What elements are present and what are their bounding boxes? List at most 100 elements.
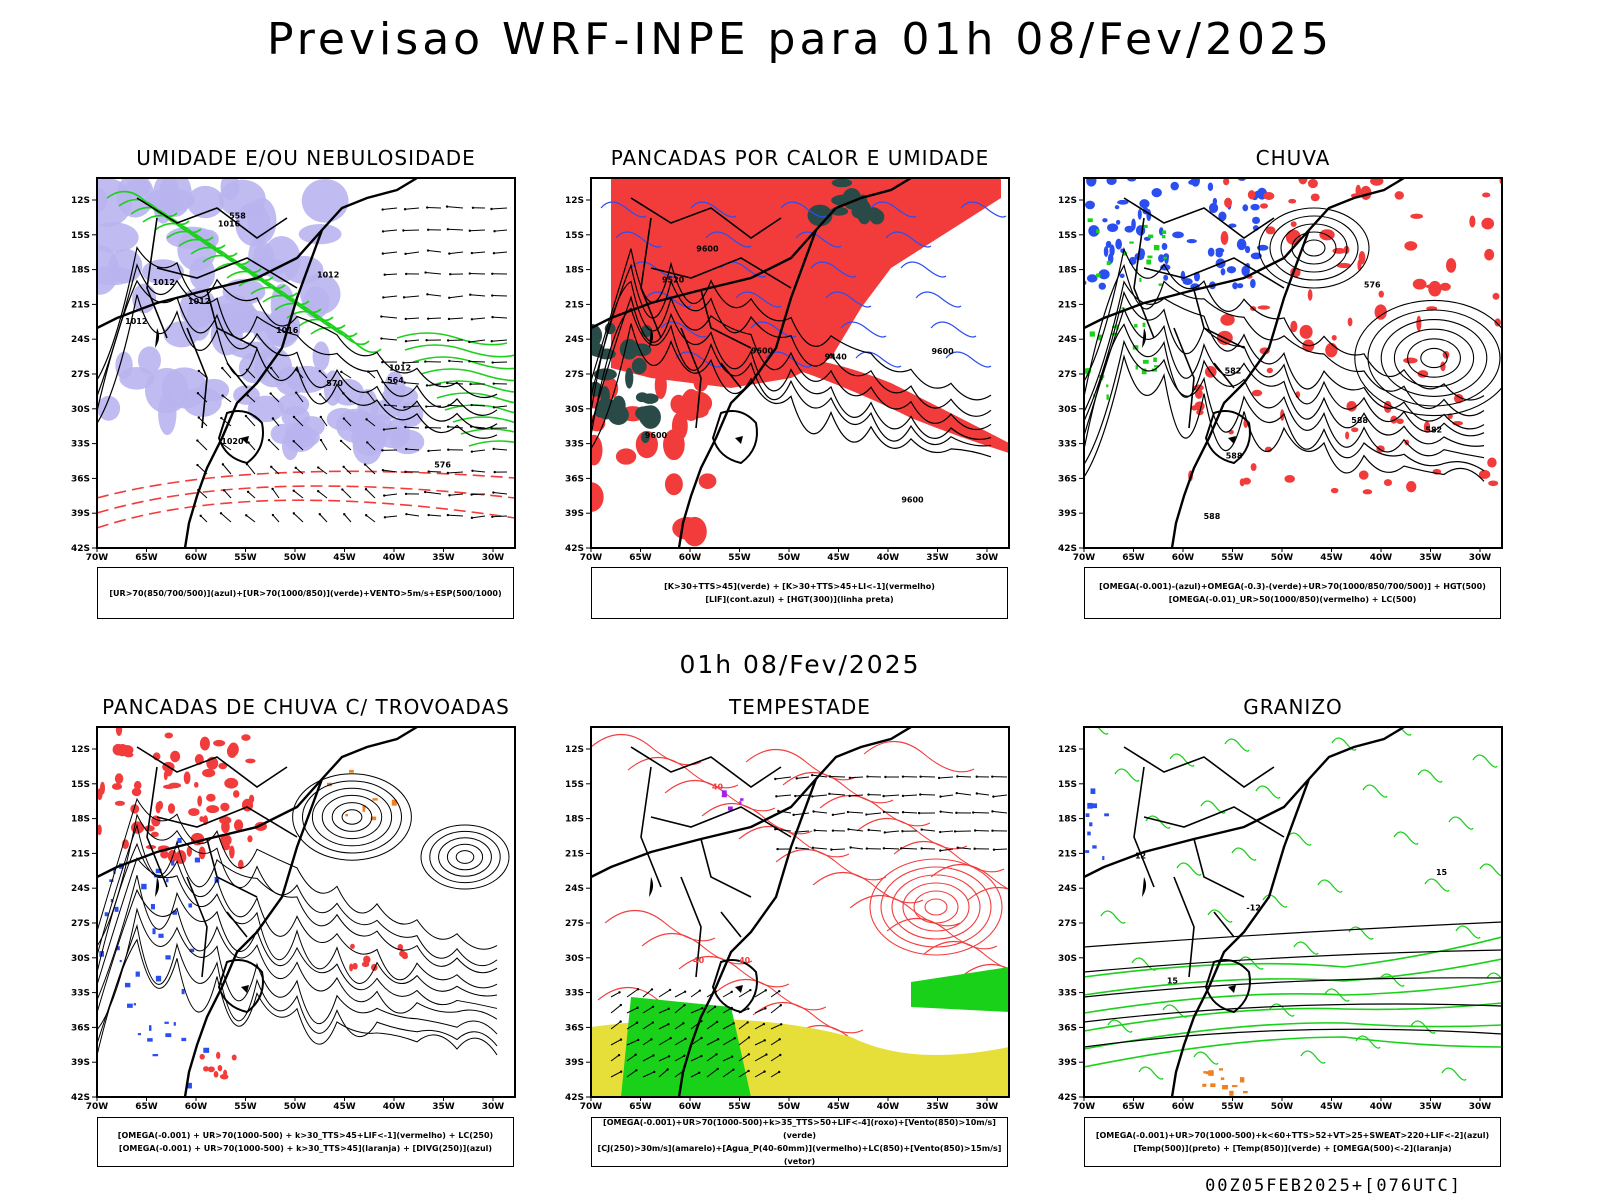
thunderstorm-area-red <box>97 824 102 836</box>
omega-area-green <box>1116 324 1119 330</box>
wind-vector <box>365 418 368 421</box>
wind-vector <box>223 489 232 499</box>
lifted-index-contour <box>885 231 932 248</box>
lon-label: 40W <box>1370 553 1393 563</box>
precipitable-water-contour <box>812 872 924 904</box>
hail-area-blue <box>1090 788 1096 794</box>
lon-label: 45W <box>1320 553 1343 563</box>
wind-vector <box>271 487 274 491</box>
wind-vector <box>653 1070 656 1074</box>
rain-area-red <box>1325 342 1338 358</box>
lon-label: 55W <box>1221 553 1244 563</box>
hail-area-blue <box>1087 831 1091 836</box>
lifted-index-contour <box>615 231 662 248</box>
wind-vector <box>222 489 226 492</box>
wind-vector <box>730 1055 734 1058</box>
divergence-area-blue <box>155 975 162 982</box>
temp850-contour <box>1084 936 1502 978</box>
wind-vector <box>626 1069 637 1078</box>
wind-vector <box>448 359 451 363</box>
lon-label: 60W <box>1172 553 1195 563</box>
thunderstorm-area-red <box>131 787 142 797</box>
precipitable-water-contour <box>678 956 790 988</box>
wind-vector <box>811 846 815 849</box>
lon-label: 35W <box>432 553 455 563</box>
divergence-area-blue <box>104 912 109 917</box>
convection-area-red <box>591 434 603 466</box>
wind-vector <box>471 493 486 496</box>
humidity-contour-green <box>468 440 515 447</box>
wind-vector <box>492 515 508 518</box>
wind-vector <box>244 414 248 418</box>
rain-area-red <box>1453 393 1464 404</box>
wind-vector <box>884 775 887 779</box>
rain-area-red <box>1410 213 1424 219</box>
divergence-area-blue <box>133 1003 137 1006</box>
wind-vector <box>738 1053 750 1062</box>
wind-vector <box>220 512 232 523</box>
wind-vector <box>762 1022 766 1026</box>
temp850-contour <box>1238 956 1264 970</box>
wind-vector <box>738 989 751 998</box>
wind-vector <box>447 317 451 321</box>
wind-vector <box>220 416 223 420</box>
lat-label: 42S <box>565 1093 584 1103</box>
wind-vector <box>684 1037 687 1041</box>
rain-area-red <box>1358 470 1369 480</box>
wind-vector <box>221 417 232 427</box>
wind-vector <box>939 810 942 813</box>
divergence-area-blue <box>155 868 162 874</box>
wind-vector <box>449 295 464 299</box>
uruguay-outline <box>217 959 264 1014</box>
wind-vector <box>765 1053 768 1056</box>
lon-label: 70W <box>86 1102 109 1112</box>
rain-area-red <box>1478 469 1491 480</box>
wind-vector <box>778 989 781 993</box>
wind-vector <box>469 293 472 296</box>
precipitable-water-contour <box>745 749 857 781</box>
streamline <box>97 857 498 997</box>
wind-vector <box>382 207 398 211</box>
wind-vector <box>792 813 795 817</box>
precipitable-water-contour <box>960 964 1009 978</box>
wind-vector <box>610 1054 620 1062</box>
wind-vector <box>811 795 814 798</box>
wind-vector <box>619 1020 622 1023</box>
rain-area-red <box>1487 457 1497 468</box>
lat-label: 39S <box>565 509 584 519</box>
lat-label: 12S <box>1058 745 1077 755</box>
wind-vector <box>794 794 797 798</box>
omega-area-green <box>1096 273 1101 278</box>
wind-vector <box>493 229 496 233</box>
height-contour <box>1269 215 1359 281</box>
temp850-contour <box>1286 832 1312 846</box>
contour-label: 582 <box>1425 425 1442 434</box>
rain-area-red <box>1469 215 1476 228</box>
rain-area-red <box>1330 487 1339 494</box>
wind-vector <box>658 1055 670 1062</box>
wind-vector <box>319 513 328 523</box>
wind-vector <box>403 208 407 211</box>
contour-label: 15 <box>1167 976 1179 985</box>
wind-vector <box>382 381 398 385</box>
height-contour <box>1420 347 1448 369</box>
rain-area-red <box>1250 463 1257 471</box>
run-info-footer: 00Z05FEB2025+[076UTC] <box>1205 1176 1462 1196</box>
thunderstorm-area-red <box>247 835 253 843</box>
omega-area-blue <box>1099 270 1104 278</box>
lon-label: 40W <box>1370 1102 1393 1112</box>
wind-vector <box>406 448 420 451</box>
omega-area-green <box>1087 218 1093 223</box>
lat-label: 39S <box>1058 1058 1077 1068</box>
humidity-area-blue <box>285 365 329 393</box>
lifted-index-contour <box>930 321 977 338</box>
contour-label: 9600 <box>751 346 774 355</box>
precipitable-water-contour <box>701 803 813 835</box>
thunderstorm-area-red <box>213 1071 219 1078</box>
wind-vector <box>428 317 442 320</box>
divergence-area-blue <box>171 860 175 866</box>
wind-vector <box>426 206 429 209</box>
wind-vector <box>993 794 1008 798</box>
temp850-contour <box>1472 754 1498 768</box>
contour-label: 9440 <box>825 352 848 361</box>
